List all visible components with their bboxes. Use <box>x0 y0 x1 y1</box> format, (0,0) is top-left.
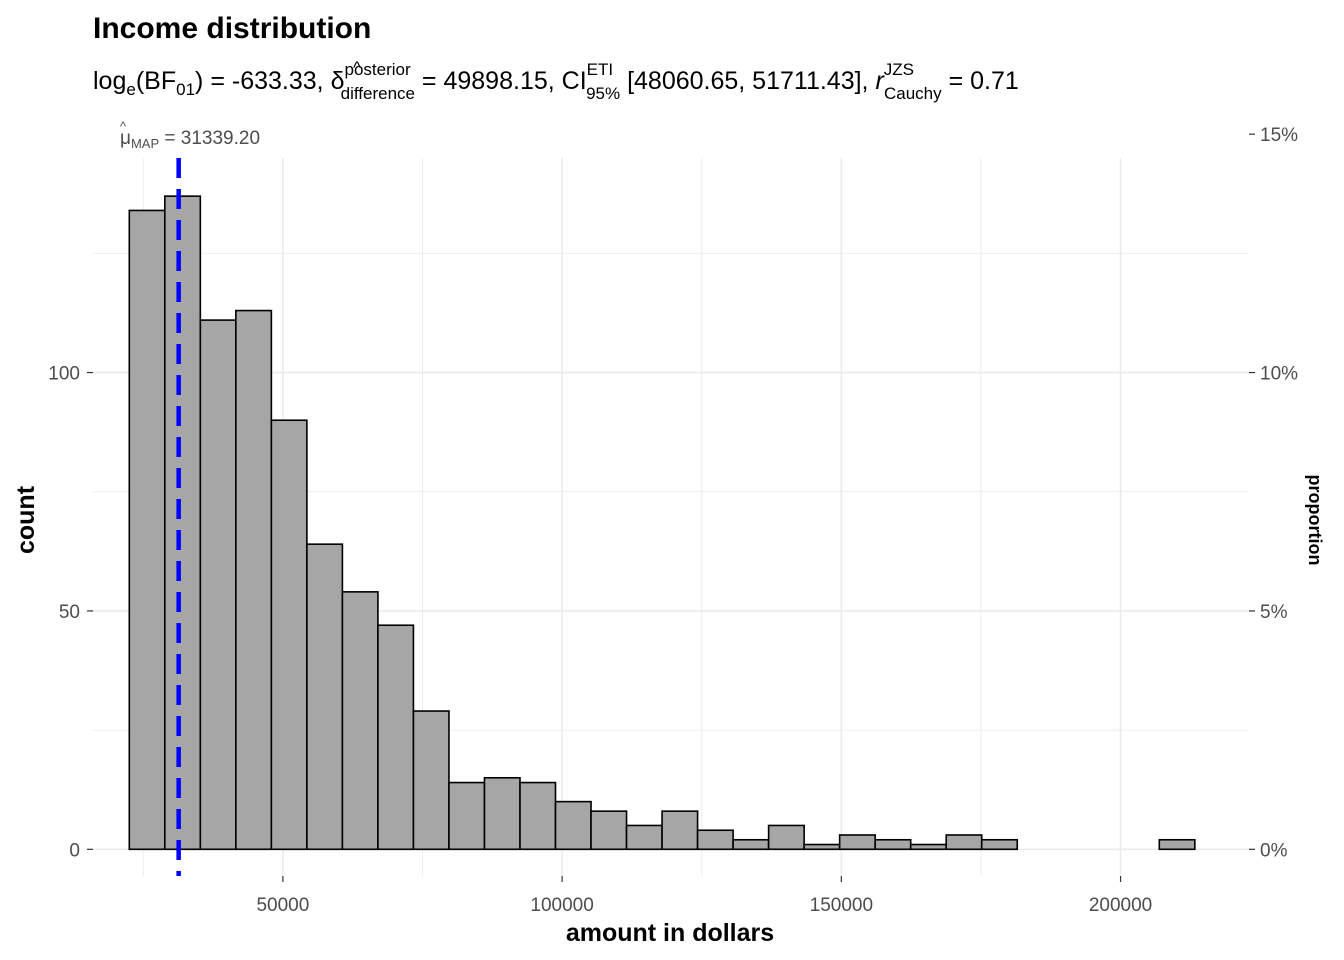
y-tick-label: 100 <box>48 364 80 385</box>
histogram-bar <box>271 420 307 849</box>
y2-tick-label: 0% <box>1260 840 1288 861</box>
x-tick-label: 200000 <box>1089 895 1152 916</box>
histogram-bar <box>769 825 805 849</box>
y-tick-label: 50 <box>59 602 80 623</box>
subtitle-r-value: = 0.71 <box>942 67 1019 95</box>
histogram-bar <box>627 825 663 849</box>
subtitle-delta-sub: difference <box>341 84 415 103</box>
subtitle-ci-value: [48060.65, 51711.43], <box>620 67 875 95</box>
y2-axis-title: proportion <box>1305 475 1325 566</box>
histogram-bar <box>484 778 520 850</box>
subtitle-bf-label: log <box>93 67 126 95</box>
subtitle-bf-sub: 01 <box>176 80 195 99</box>
histogram-bar <box>698 830 734 849</box>
x-tick-label: 50000 <box>256 895 309 916</box>
histogram-bar <box>307 544 343 849</box>
histogram-bar <box>733 840 769 850</box>
map-label: μMAP = 31339.20 <box>120 128 260 151</box>
histogram-bar <box>946 835 982 849</box>
histogram-bar <box>378 625 414 849</box>
histogram-bar <box>804 845 840 850</box>
x-tick-label: 100000 <box>530 895 593 916</box>
histogram-bar <box>982 840 1018 850</box>
histogram-bar <box>520 783 556 850</box>
subtitle-delta-hat: ^ <box>353 58 361 77</box>
y2-tick-label: 10% <box>1260 364 1298 385</box>
histogram-bar <box>236 311 272 850</box>
subtitle-bf-value: = -633.33, <box>203 67 330 95</box>
histogram-bar <box>875 840 911 850</box>
y-tick-label: 0 <box>69 840 80 861</box>
subtitle-delta-value: = 49898.15, CI <box>415 67 587 95</box>
histogram-bar <box>413 711 449 849</box>
histogram-bar <box>129 210 165 849</box>
histogram-bar <box>449 783 485 850</box>
histogram-bar <box>200 320 236 849</box>
subtitle-ci-sup: ETI <box>587 60 613 79</box>
map-label-hat: ^ <box>120 119 127 134</box>
subtitle-bf-close: ) <box>195 67 203 95</box>
subtitle-r-sup: JZS <box>884 60 914 79</box>
histogram-bar <box>840 835 876 849</box>
subtitle-bf-open: (BF <box>136 67 176 95</box>
chart-title: Income distribution <box>93 12 371 45</box>
histogram-bar <box>1159 840 1195 850</box>
y2-tick-label: 15% <box>1260 125 1298 146</box>
histogram-bar <box>342 592 378 849</box>
subtitle-r-sub: Cauchy <box>884 84 942 103</box>
histogram-bar <box>591 811 627 849</box>
chart-subtitle: loge(BF01) = -633.33, δposterior differen… <box>93 60 1019 103</box>
x-axis-title: amount in dollars <box>566 919 774 947</box>
y-axis-title: count <box>12 485 40 554</box>
histogram-bar <box>662 811 698 849</box>
x-tick-label: 150000 <box>810 895 873 916</box>
subtitle-bf-label-sub: e <box>126 80 135 99</box>
histogram-bar <box>556 802 592 850</box>
y2-tick-label: 5% <box>1260 602 1288 623</box>
histogram-bar <box>165 196 201 849</box>
histogram-bar <box>911 845 947 850</box>
histogram-bars <box>129 196 1195 849</box>
subtitle-ci-sub: 95% <box>586 84 620 103</box>
